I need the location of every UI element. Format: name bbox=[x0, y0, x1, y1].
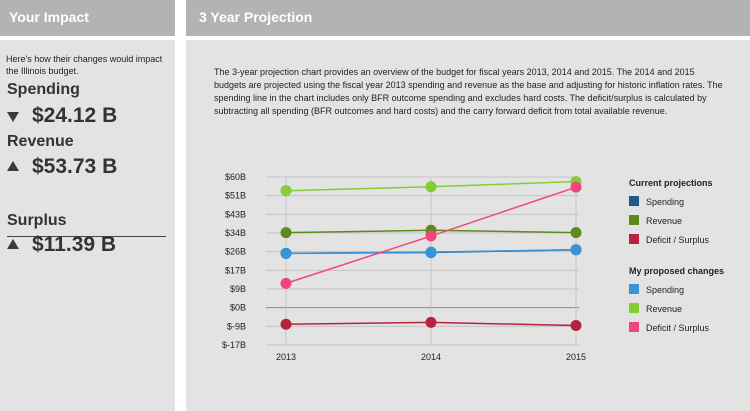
y-tick-label: $9B bbox=[230, 284, 246, 294]
series-proposed-spending-point bbox=[280, 247, 292, 259]
series-proposed-revenue-point bbox=[425, 181, 437, 193]
legend-label: Revenue bbox=[646, 304, 682, 314]
series-current-revenue-point bbox=[570, 227, 582, 239]
spending-row: $24.12 B bbox=[7, 104, 117, 128]
legend-swatch bbox=[629, 215, 639, 225]
legend-label: Spending bbox=[646, 285, 684, 295]
series-proposed-spending-point bbox=[425, 246, 437, 258]
impact-title: Your Impact bbox=[9, 9, 89, 25]
surplus-label: Surplus bbox=[7, 212, 67, 229]
impact-intro: Here's how their changes would impact th… bbox=[6, 54, 163, 76]
y-tick-label: $34B bbox=[225, 228, 246, 238]
legend-label: Spending bbox=[646, 197, 684, 207]
legend-heading: Current projections bbox=[629, 178, 713, 188]
series-proposed-revenue-point bbox=[280, 185, 292, 197]
spending-value: $24.12 B bbox=[32, 104, 118, 127]
series-current-deficit-surplus-point bbox=[570, 320, 582, 332]
arrow-up-icon bbox=[7, 239, 19, 249]
y-tick-label: $17B bbox=[225, 265, 246, 275]
x-tick-label: 2014 bbox=[421, 352, 441, 362]
legend-label: Deficit / Surplus bbox=[646, 323, 710, 333]
projection-description: The 3-year projection chart provides an … bbox=[214, 67, 723, 116]
series-proposed-deficit-surplus-point bbox=[570, 181, 582, 193]
series-current-revenue-point bbox=[280, 227, 292, 239]
y-tick-label: $-9B bbox=[227, 321, 246, 331]
legend-swatch bbox=[629, 303, 639, 313]
projection-header: 3 Year Projection bbox=[186, 0, 750, 36]
surplus-row: $11.39 B bbox=[7, 233, 116, 257]
series-proposed-deficit-surplus-point bbox=[280, 277, 292, 289]
legend-label: Revenue bbox=[646, 216, 682, 226]
series-current-deficit-surplus-point bbox=[280, 318, 292, 330]
y-tick-label: $26B bbox=[225, 247, 246, 257]
projection-panel: The 3-year projection chart provides an … bbox=[186, 40, 750, 411]
spending-label: Spending bbox=[7, 81, 80, 98]
legend-swatch bbox=[629, 322, 639, 332]
y-tick-label: $-17B bbox=[222, 340, 246, 350]
legend-label: Deficit / Surplus bbox=[646, 235, 710, 245]
y-tick-label: $0B bbox=[230, 303, 246, 313]
impact-divider bbox=[7, 236, 166, 237]
arrow-down-icon bbox=[7, 112, 19, 122]
projection-title: 3 Year Projection bbox=[199, 9, 313, 25]
legend-heading: My proposed changes bbox=[629, 266, 724, 276]
impact-panel: Here's how their changes would impact th… bbox=[0, 40, 175, 411]
revenue-row: $53.73 B bbox=[7, 155, 117, 179]
y-tick-label: $51B bbox=[225, 191, 246, 201]
series-proposed-deficit-surplus-point bbox=[425, 230, 437, 242]
series-current-deficit-surplus-point bbox=[425, 316, 437, 328]
x-tick-label: 2013 bbox=[276, 352, 296, 362]
impact-header: Your Impact bbox=[0, 0, 175, 36]
legend-swatch bbox=[629, 284, 639, 294]
series-proposed-spending-point bbox=[570, 244, 582, 256]
legend-swatch bbox=[629, 234, 639, 244]
x-tick-label: 2015 bbox=[566, 352, 586, 362]
y-tick-label: $43B bbox=[225, 209, 246, 219]
revenue-value: $53.73 B bbox=[32, 155, 118, 178]
legend-swatch bbox=[629, 196, 639, 206]
surplus-value: $11.39 B bbox=[32, 233, 117, 256]
projection-chart: $60B $51B $43B $34B $26B $17B $9B $0B $-9B $-17B 2… bbox=[222, 172, 724, 362]
y-tick-label: $60B bbox=[225, 172, 246, 182]
arrow-up-icon bbox=[7, 161, 19, 171]
revenue-label: Revenue bbox=[7, 133, 74, 150]
